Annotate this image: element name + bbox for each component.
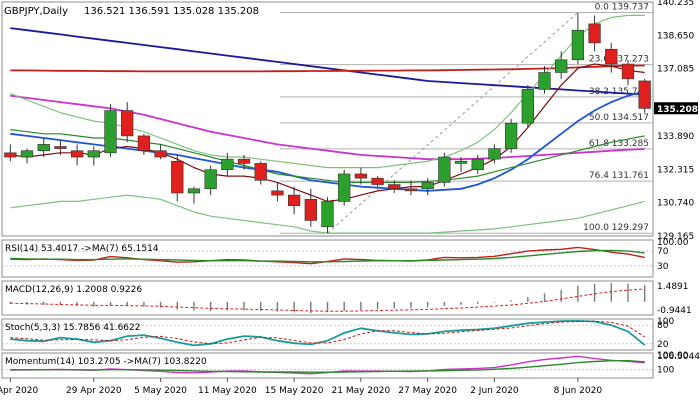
x-tick-label: 15 May 2020	[265, 386, 324, 396]
candle-bull	[37, 144, 50, 152]
candle-bear	[54, 146, 67, 149]
rsi-title: RSI(14) 53.4017 ->MA(7) 65.1514	[5, 244, 159, 254]
candle-bull	[471, 158, 484, 171]
candle-bull	[454, 160, 468, 164]
x-tick-label: 8 Jun 2020	[554, 386, 603, 396]
candle-bull	[421, 182, 434, 190]
current-price-label: 135.208	[657, 105, 698, 115]
symbol-timeframe: GBPJPY,Daily	[4, 6, 68, 17]
candle-bull	[87, 150, 100, 158]
candle-bull	[221, 158, 234, 171]
price-overlay-line	[10, 94, 645, 161]
candle-bear	[137, 135, 151, 152]
x-tick-label: 29 Apr 2020	[66, 386, 122, 396]
x-tick-label: 21 May 2020	[332, 386, 391, 396]
candle-bear	[171, 160, 184, 194]
rsi-line	[10, 249, 645, 263]
candle-bull	[438, 156, 451, 183]
x-tick-label: 11 May 2020	[198, 386, 257, 396]
candle-bull	[504, 122, 518, 149]
fib-trendline	[327, 12, 579, 234]
candle-bear	[388, 184, 401, 190]
x-tick-label: 23 Apr 2020	[0, 386, 38, 396]
ohlc-values: 136.521 136.591 135.028 135.208	[84, 6, 259, 17]
candle-bear	[271, 190, 284, 196]
candle-bear	[154, 150, 167, 158]
price-tick-label: 130.740	[657, 199, 694, 209]
candle-bull	[20, 150, 34, 158]
stoch-tick-20: 20	[657, 340, 669, 350]
fib-level-label: 100.0 129.297	[583, 223, 649, 233]
fib-level-label: 38.2 135.749	[589, 87, 649, 97]
price-overlay-line	[10, 64, 645, 73]
price-tick-label: 132.315	[657, 165, 694, 175]
momentum-tick-100: 100	[657, 366, 674, 376]
macd-tick-top: 1.4891	[657, 282, 689, 292]
momentum-top-label: 100.00	[657, 351, 689, 361]
momentum-line	[10, 360, 645, 373]
candle-bear	[237, 158, 251, 164]
candle-bear	[605, 48, 618, 65]
fib-level-label: 50.0 134.517	[589, 113, 649, 123]
stoch-title: Stoch(5,3,3) 15.7856 41.6622	[5, 323, 140, 333]
rsi-tick-30: 30	[657, 262, 669, 272]
candle-bear	[621, 63, 635, 80]
candle-bear	[70, 150, 84, 158]
candle-bull	[104, 110, 117, 154]
candle-bear	[254, 163, 267, 181]
x-tick-label: 27 May 2020	[398, 386, 457, 396]
candle-bull	[187, 188, 201, 194]
candle-bear	[287, 194, 301, 206]
candle-bear	[4, 152, 17, 158]
macd-tick-bottom: -0.9441	[657, 306, 692, 316]
candle-bear	[304, 199, 317, 221]
stoch-d-line	[10, 320, 645, 345]
rsi-top-label: 100.00	[657, 238, 689, 248]
price-tick-label: 138.650	[657, 32, 694, 42]
price-tick-label: 129.165	[657, 232, 694, 242]
stoch-tick-80: 80	[657, 321, 669, 331]
price-tick-label: 140.235	[657, 0, 694, 8]
candle-bear	[638, 80, 651, 109]
fib-level-label: 23.6 137.273	[589, 55, 649, 65]
candle-bear	[121, 110, 134, 137]
x-tick-label: 5 May 2020	[134, 386, 187, 396]
candle-bear	[404, 188, 418, 192]
candle-bull	[555, 59, 568, 73]
candle-bull	[321, 201, 334, 228]
fib-level-label: 0.0 139.737	[595, 3, 649, 13]
macd-title: MACD(12,26,9) 1.2008 0.9226	[5, 285, 142, 295]
candle-bear	[371, 177, 384, 185]
candle-bear	[588, 23, 601, 44]
candle-bull	[538, 72, 551, 90]
momentum-tick-top: 106.5044	[657, 352, 700, 362]
momentum-title: Momentum(14) 103.2705 ->MA(7) 103.8220	[5, 357, 207, 367]
current-price-box	[654, 102, 698, 115]
fib-level-label: 76.4 131.761	[589, 171, 649, 181]
stoch-top-label: 100	[657, 317, 674, 327]
price-tick-label: 137.085	[657, 65, 694, 75]
candle-bear	[354, 173, 368, 179]
candle-bull	[571, 29, 585, 61]
price-tick-label: 133.890	[657, 132, 694, 142]
stoch-k-line	[10, 319, 646, 347]
x-tick-label: 2 Jun 2020	[470, 386, 519, 396]
candle-bull	[521, 89, 534, 124]
candle-bull	[488, 148, 501, 160]
candle-bull	[338, 173, 351, 202]
candle-bull	[204, 169, 217, 190]
macd-signal-line	[10, 288, 645, 312]
rsi-tick-70: 70	[657, 247, 669, 257]
fib-level-label: 61.8 133.285	[589, 139, 649, 149]
